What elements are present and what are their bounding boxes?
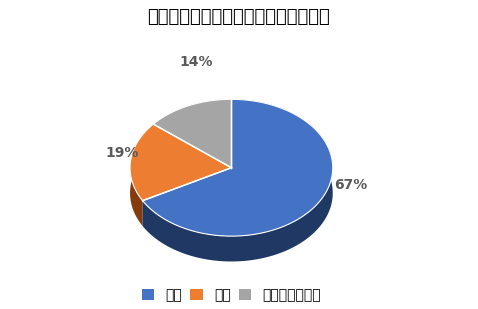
- Text: 14%: 14%: [179, 55, 213, 69]
- Polygon shape: [130, 124, 231, 201]
- Text: 67%: 67%: [335, 178, 368, 192]
- Polygon shape: [153, 99, 231, 150]
- Polygon shape: [153, 99, 231, 168]
- Text: インサイトのインテリアの満足度調査: インサイトのインテリアの満足度調査: [148, 8, 330, 26]
- Text: 19%: 19%: [105, 146, 139, 160]
- Legend: 満足, 不満, どちらでもない: 満足, 不満, どちらでもない: [136, 283, 327, 308]
- Polygon shape: [130, 124, 153, 226]
- Polygon shape: [142, 99, 333, 236]
- Polygon shape: [142, 99, 333, 261]
